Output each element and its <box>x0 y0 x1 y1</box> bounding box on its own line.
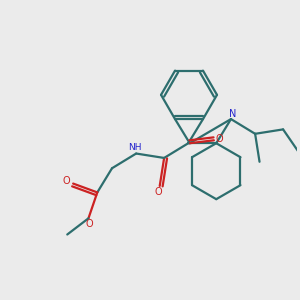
Text: O: O <box>154 188 162 197</box>
Text: NH: NH <box>128 142 141 152</box>
Text: O: O <box>215 134 223 144</box>
Text: N: N <box>229 109 236 119</box>
Text: O: O <box>85 219 93 229</box>
Text: O: O <box>63 176 70 186</box>
